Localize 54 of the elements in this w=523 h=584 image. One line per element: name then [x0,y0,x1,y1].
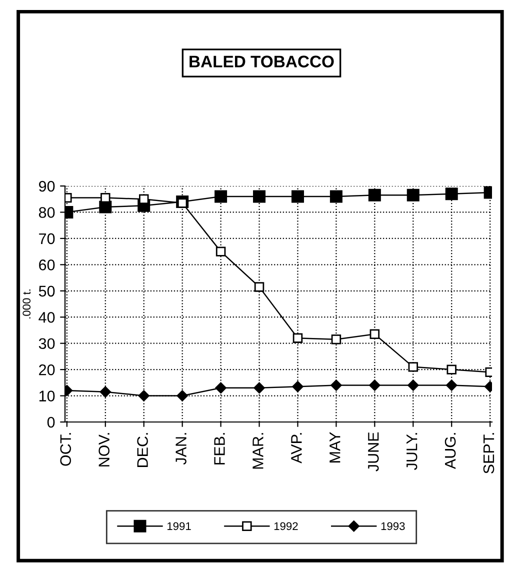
y-tick-label: 90 [39,180,55,192]
y-tick-label: 50 [38,286,55,297]
point [446,364,456,374]
point [331,334,342,344]
point [253,190,266,203]
point [291,190,304,203]
point [368,188,381,202]
chart-title: BALED TOBACCO [190,56,334,68]
point [254,382,265,394]
point [177,198,188,208]
point [408,362,418,372]
point [330,190,342,203]
y-tick-label: 0 [47,416,55,428]
point [446,380,458,391]
point [215,382,226,394]
x-tick-label: FEB. [214,433,225,464]
y-axis-title: .000 t. [22,290,31,318]
x-tick-label: MAY [330,432,340,462]
point [292,380,304,392]
point [330,380,342,391]
point [292,333,303,343]
legend-label: 1991 [167,522,191,530]
y-tick-label: 80 [38,207,55,218]
point [445,188,458,200]
legend-label: 1993 [381,522,405,530]
y-tick-label: 10 [39,390,55,402]
point [100,192,110,203]
x-tick-label: JUNE [368,432,379,472]
y-tick-label: 70 [39,233,55,244]
x-tick-label: DEC. [137,433,148,467]
point [138,390,150,402]
point [254,282,264,292]
y-tick-label: 60 [39,260,55,270]
x-tick-label: JAN. [176,433,186,465]
point [139,194,149,204]
point [369,380,380,391]
x-tick-label: AVP. [291,433,302,464]
x-tick-label: MAR. [252,433,264,469]
point [100,386,111,398]
legend-label: 1992 [274,522,298,530]
point [176,390,188,402]
point [408,380,419,391]
x-tick-label: NOV. [98,433,110,466]
y-tick-label: 20 [39,364,55,376]
point [214,190,228,203]
point [406,188,420,202]
y-tick-label: 30 [38,338,55,350]
x-tick-label: SEPT. [483,433,494,474]
y-tick-label: 40 [38,312,55,323]
point [216,246,226,256]
x-tick-label: AUG. [444,433,456,470]
x-tick-label: OCT. [60,433,72,466]
point [370,329,380,340]
x-tick-label: JULY. [406,433,418,470]
